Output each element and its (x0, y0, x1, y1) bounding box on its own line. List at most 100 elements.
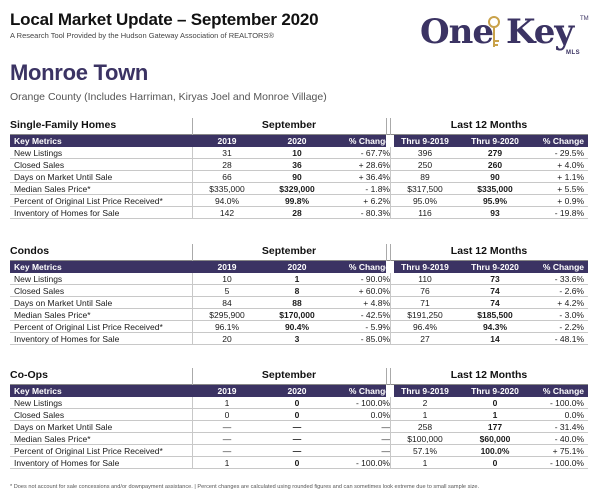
value-2020: $170,000 (279, 310, 315, 320)
section-title: Condos (10, 245, 50, 257)
value-thru-2019: 250 (417, 160, 433, 170)
table-row: New Listings 1 0 - 100.0% 2 0 - 100.0% (10, 397, 588, 409)
column-gap (386, 385, 394, 397)
pct-change-month: — (381, 446, 391, 456)
value-thru-2020: 14 (490, 334, 500, 344)
pct-change-month: - 100.0% (355, 398, 390, 408)
value-2019: 31 (222, 148, 232, 158)
divider (192, 445, 193, 457)
value-thru-2019: $317,500 (407, 184, 443, 194)
value-2019: — (222, 422, 232, 432)
column-header-value-2020: 2020 (287, 386, 307, 396)
pct-change-month: + 28.6% (358, 160, 390, 170)
period-12mo-label: Last 12 Months (450, 245, 528, 257)
value-2020: — (292, 422, 302, 432)
metric-label: Median Sales Price* (14, 310, 91, 320)
metric-label: Median Sales Price* (14, 434, 91, 444)
divider (390, 457, 391, 469)
divider (390, 309, 391, 321)
value-2020: — (292, 434, 302, 444)
value-2019: $295,900 (209, 310, 245, 320)
divider (192, 207, 193, 219)
value-thru-2020: $335,000 (477, 184, 513, 194)
table-row: Median Sales Price* $295,900 $170,000 - 42.… (10, 309, 588, 321)
metric-label: Closed Sales (14, 286, 65, 296)
logo-trademark: TM (580, 16, 589, 22)
divider (192, 183, 193, 195)
divider (390, 207, 391, 219)
column-header-row: Key Metrics 2019 2020 % Change Thru 9-2019 Th… (10, 385, 588, 397)
value-thru-2020: 1 (492, 410, 498, 420)
value-thru-2019: 95.0% (412, 196, 438, 206)
divider (192, 273, 193, 285)
divider (390, 433, 391, 445)
pct-change-month: - 42.5% (360, 310, 390, 320)
pct-change-month: - 1.8% (365, 184, 390, 194)
value-2020: 10 (292, 148, 302, 158)
divider (390, 397, 391, 409)
column-header-value-2020: 2020 (287, 136, 307, 146)
value-2019: 10 (222, 274, 232, 284)
pct-change-12mo: - 48.1% (554, 334, 584, 344)
value-thru-2020: 74 (490, 286, 500, 296)
value-2020: 0 (294, 458, 300, 468)
column-header-value-2020: 2020 (287, 262, 307, 272)
divider (192, 147, 193, 159)
pct-change-month: 0.0% (370, 410, 390, 420)
section-single-family-homes: Single-Family Homes September Last 12 Mont… (10, 118, 588, 219)
column-header-value-2019: 2019 (217, 386, 237, 396)
logo-mls: MLS (566, 50, 581, 56)
value-thru-2020: 0 (492, 458, 498, 468)
divider (192, 118, 193, 135)
onekey-logo: One Key TM MLS (420, 12, 590, 60)
divider (192, 409, 193, 421)
value-thru-2020: 0 (492, 398, 498, 408)
value-thru-2020: 279 (487, 148, 503, 158)
pct-change-12mo: - 29.5% (554, 148, 584, 158)
pct-change-month: - 5.9% (365, 322, 390, 332)
column-header-value-thru-2020: Thru 9-2020 (471, 386, 519, 396)
column-header-metric-label: Key Metrics (14, 262, 62, 272)
pct-change-month: + 4.8% (363, 298, 390, 308)
pct-change-month: - 80.3% (360, 208, 390, 218)
divider (390, 368, 391, 385)
section-title: Co-Ops (10, 369, 48, 381)
metric-label: New Listings (14, 398, 63, 408)
value-thru-2019: 110 (418, 274, 432, 284)
divider (390, 333, 391, 345)
logo-text-one: One (420, 12, 494, 52)
column-header-pct-change-12mo: % Change (542, 386, 584, 396)
value-thru-2019: 1 (422, 410, 428, 420)
value-2019: 94.0% (214, 196, 240, 206)
metric-label: Days on Market Until Sale (14, 172, 113, 182)
value-2020: 1 (294, 274, 300, 284)
divider (192, 195, 193, 207)
value-2020: 0 (294, 410, 300, 420)
divider (390, 183, 391, 195)
pct-change-12mo: - 100.0% (549, 458, 584, 468)
divider (192, 159, 193, 171)
value-2019: 20 (222, 334, 232, 344)
metric-label: Inventory of Homes for Sale (14, 334, 120, 344)
divider (390, 445, 391, 457)
table-row: Median Sales Price* — — — $100,000 $60,000 - 4… (10, 433, 588, 445)
metric-label: Inventory of Homes for Sale (14, 458, 120, 468)
value-thru-2019: 57.1% (412, 446, 438, 456)
metric-label: Inventory of Homes for Sale (14, 208, 120, 218)
pct-change-12mo: - 19.8% (554, 208, 584, 218)
metric-label: Percent of Original List Price Received* (14, 196, 163, 206)
value-2020: 36 (292, 160, 302, 170)
metric-label: Median Sales Price* (14, 184, 91, 194)
value-thru-2019: 76 (420, 286, 430, 296)
value-thru-2019: 396 (417, 148, 433, 158)
divider (390, 159, 391, 171)
value-2020: 90 (292, 172, 302, 182)
value-2019: 1 (224, 458, 230, 468)
column-header-value-thru-2020: Thru 9-2020 (471, 262, 519, 272)
value-2019: $335,000 (209, 184, 245, 194)
value-2019: 1 (224, 398, 230, 408)
column-header-row: Key Metrics 2019 2020 % Change Thru 9-2019 Th… (10, 261, 588, 273)
table-row: Closed Sales 28 36 + 28.6% 250 260 + 4.0% (10, 159, 588, 171)
value-2019: 0 (224, 410, 230, 420)
value-2019: 84 (222, 298, 232, 308)
